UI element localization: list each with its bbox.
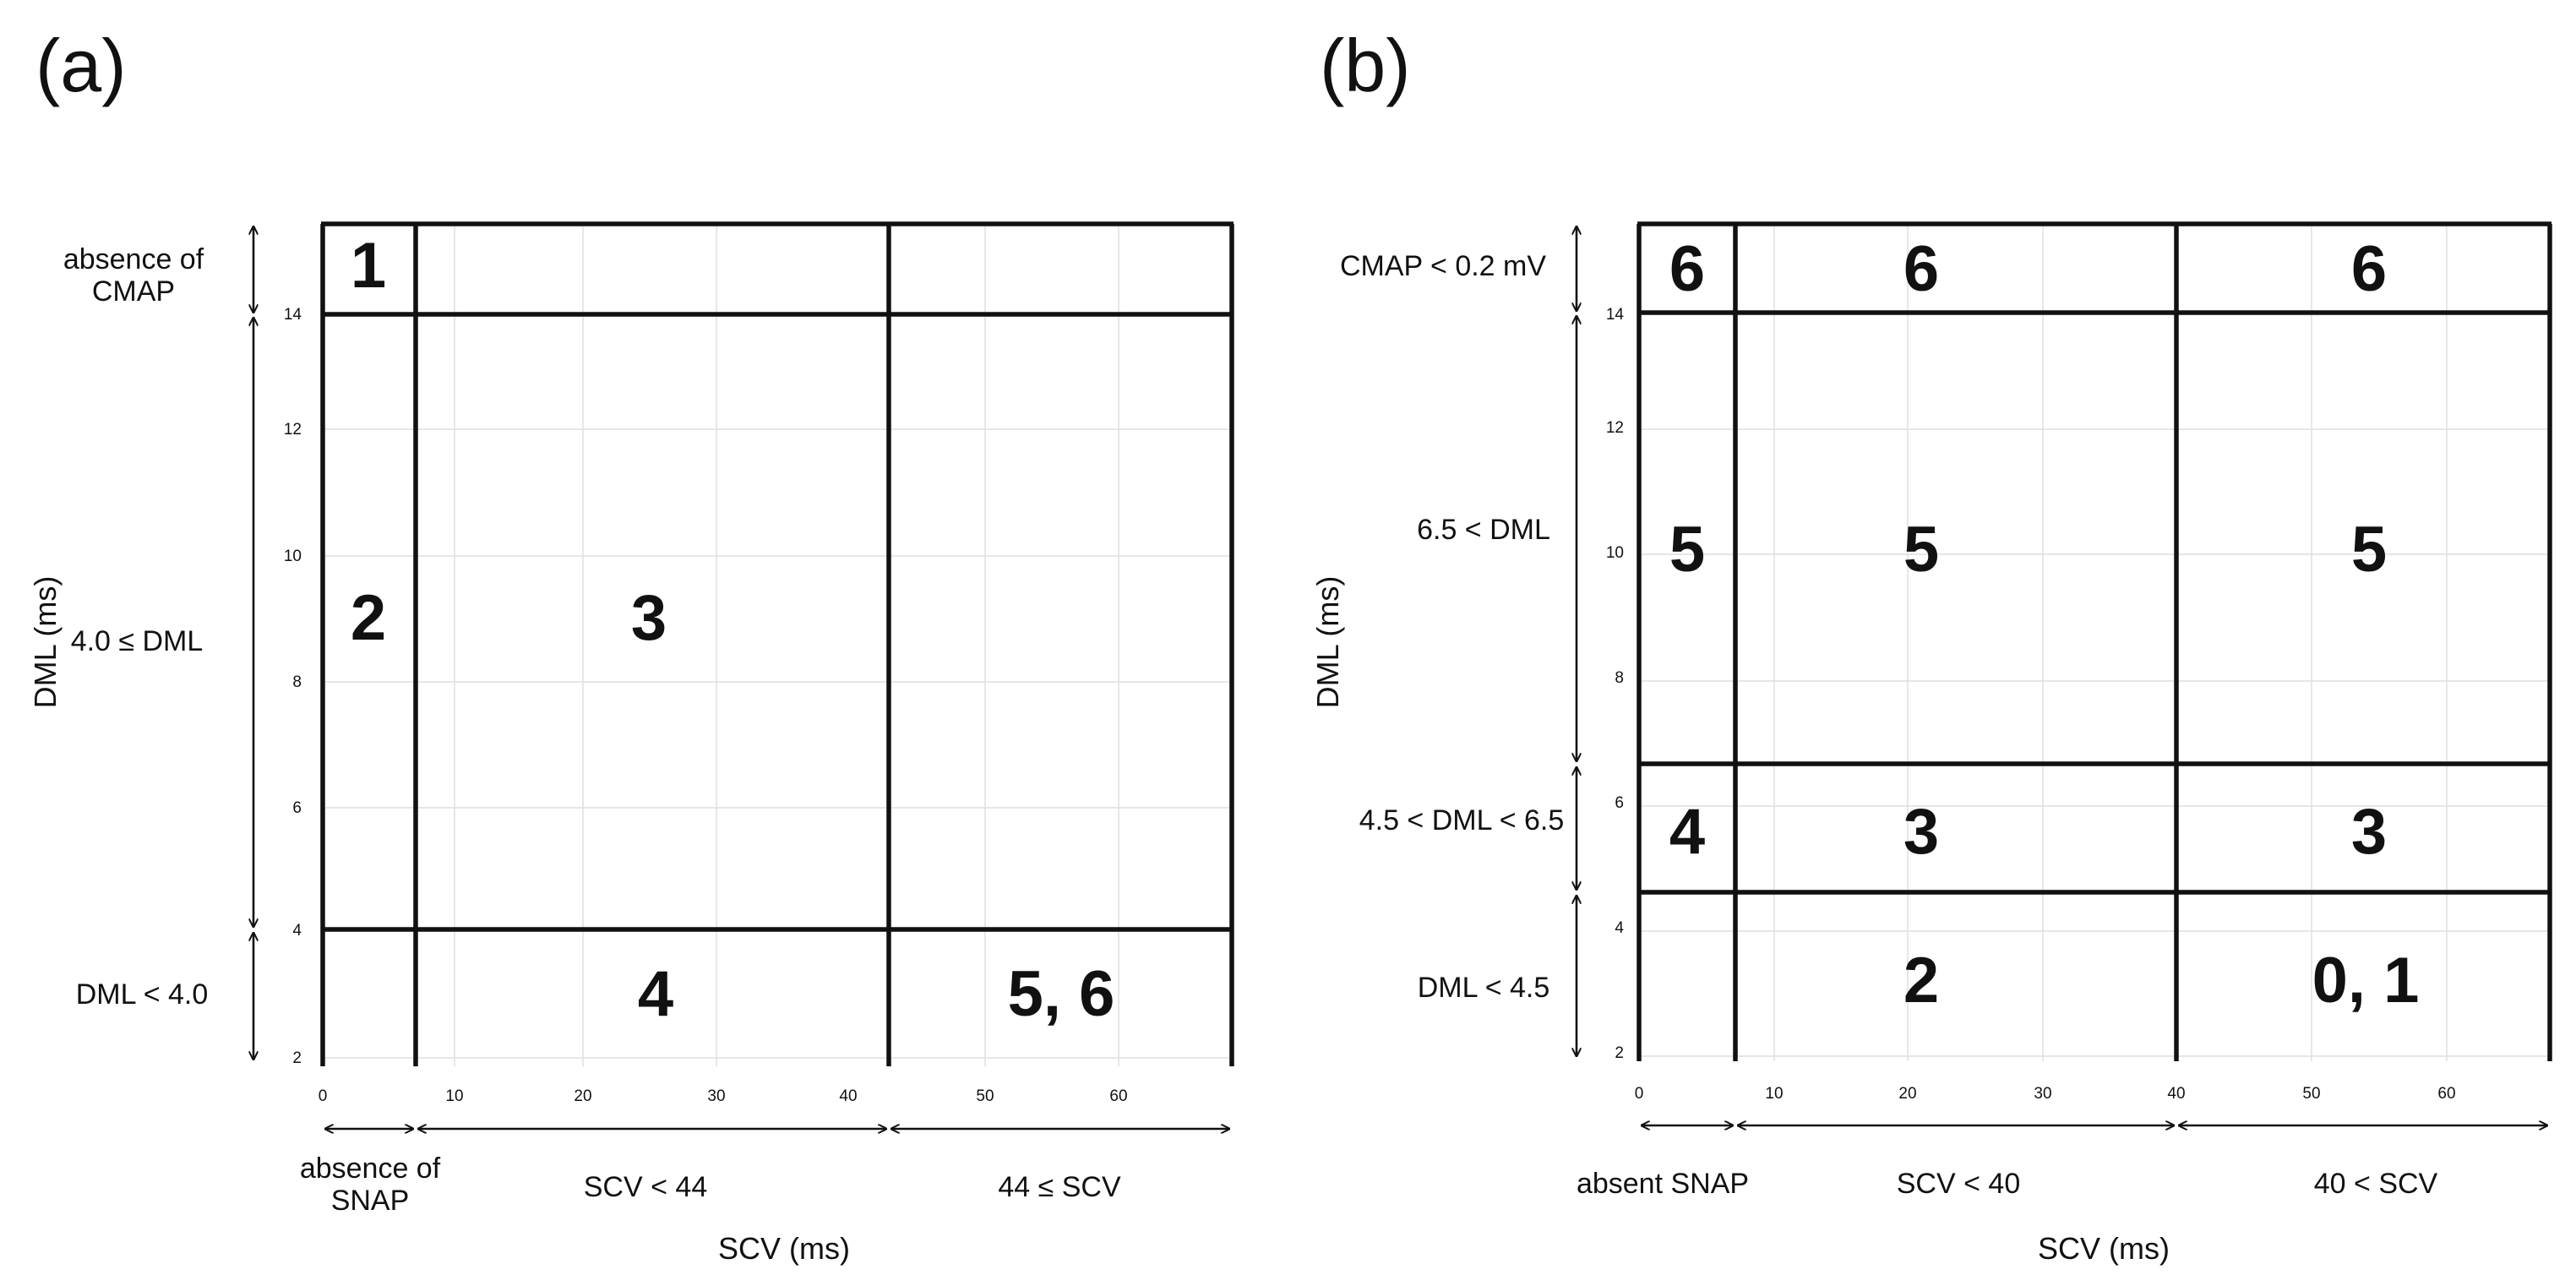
panel-b: (b) 0 10	[1310, 24, 2552, 1266]
cell-number: 0, 1	[2312, 945, 2420, 1016]
panel-b-grid	[1639, 224, 2550, 1061]
y-tick: 4	[292, 922, 302, 940]
x-tick: 60	[1109, 1087, 1127, 1105]
panel-b-x-ticks: 0 10 20 30 40 50 60	[1635, 1085, 2456, 1103]
x-tick: 40	[839, 1087, 857, 1105]
row-label-dml-45-65: 4.5 < DML < 6.5	[1359, 804, 1565, 836]
x-tick: 20	[1898, 1085, 1916, 1103]
panel-b-partition	[1637, 221, 2552, 1061]
x-tick: 50	[2302, 1085, 2320, 1103]
cell-number: 6	[2351, 233, 2387, 305]
x-tick: 30	[2034, 1085, 2051, 1103]
y-tick: 12	[284, 421, 302, 439]
cell-number: 5	[1669, 514, 1705, 586]
row-label-dml-lt-4: DML < 4.0	[76, 978, 209, 1011]
col-label-scv-lt-40: SCV < 40	[1897, 1168, 2020, 1200]
col-label-absent-snap: absent SNAP	[1577, 1168, 1749, 1200]
y-tick: 10	[284, 548, 302, 565]
cell-number: 5	[2351, 514, 2387, 586]
x-tick: 10	[1765, 1085, 1783, 1103]
panel-b-label: (b)	[1320, 24, 1411, 107]
y-tick: 6	[292, 799, 302, 817]
x-tick: 30	[707, 1087, 725, 1105]
panel-b-x-axis-title: SCV (ms)	[2038, 1231, 2170, 1266]
cell-number: 6	[1669, 233, 1705, 305]
col-label-scv-lt-44: SCV < 44	[584, 1171, 707, 1203]
y-tick: 12	[1606, 419, 1624, 437]
cell-number: 6	[1903, 233, 1939, 305]
panel-a-label: (a)	[35, 24, 127, 107]
panel-a-grid	[323, 224, 1232, 1066]
x-tick: 60	[2437, 1085, 2455, 1103]
x-tick: 40	[2167, 1085, 2185, 1103]
y-tick: 14	[284, 306, 302, 324]
y-tick: 6	[1615, 794, 1624, 812]
x-tick: 0	[319, 1087, 328, 1105]
panel-b-y-axis-title: DML (ms)	[1310, 576, 1345, 709]
col-label-scv-ge-44: 44 ≤ SCV	[998, 1171, 1121, 1203]
cell-number: 4	[1669, 796, 1705, 868]
col-label-scv-gt-40: 40 < SCV	[2314, 1168, 2438, 1200]
x-tick: 10	[445, 1087, 463, 1105]
panel-a-x-ticks: 0 10 20 30 40 50 60	[319, 1087, 1128, 1105]
y-tick: 8	[1615, 669, 1624, 687]
x-tick: 20	[574, 1087, 591, 1105]
x-tick: 0	[1635, 1085, 1644, 1103]
cell-number: 2	[351, 582, 386, 654]
row-label-dml-gt-65: 6.5 < DML	[1417, 514, 1550, 546]
cell-number: 3	[2351, 796, 2387, 868]
cell-number: 4	[638, 958, 673, 1030]
y-tick: 4	[1615, 919, 1624, 937]
x-tick: 50	[976, 1087, 994, 1105]
cell-number: 3	[631, 582, 667, 654]
y-tick: 2	[292, 1049, 302, 1067]
y-tick: 10	[1606, 544, 1624, 562]
row-label-dml-ge-4: 4.0 ≤ DML	[71, 625, 204, 657]
y-tick: 2	[1615, 1044, 1624, 1062]
y-tick: 8	[292, 673, 302, 691]
y-tick: 14	[1606, 306, 1625, 324]
panel-a-partition	[320, 221, 1234, 1066]
cell-number: 5, 6	[1008, 958, 1115, 1030]
row-label-cmap-lt-02: CMAP < 0.2 mV	[1340, 250, 1546, 282]
cell-number: 3	[1903, 796, 1939, 868]
panel-a-x-axis-title: SCV (ms)	[718, 1231, 850, 1266]
col-label-absence-of-snap: absence of SNAP	[300, 1152, 441, 1217]
row-label-absence-of-cmap: absence of CMAP	[63, 243, 204, 308]
cell-number: 1	[351, 230, 386, 302]
cell-number: 5	[1903, 514, 1939, 586]
panel-a: (a) 0 10 20 30	[28, 24, 1234, 1266]
panel-a-y-axis-title: DML (ms)	[28, 576, 63, 709]
row-label-dml-lt-45: DML < 4.5	[1418, 972, 1550, 1004]
panel-b-y-ticks: 2 4 6 8 10 12 14	[1606, 306, 1625, 1062]
cell-number: 2	[1903, 945, 1939, 1016]
panel-a-y-ticks: 2 4 6 8 10 12 14	[284, 306, 302, 1067]
